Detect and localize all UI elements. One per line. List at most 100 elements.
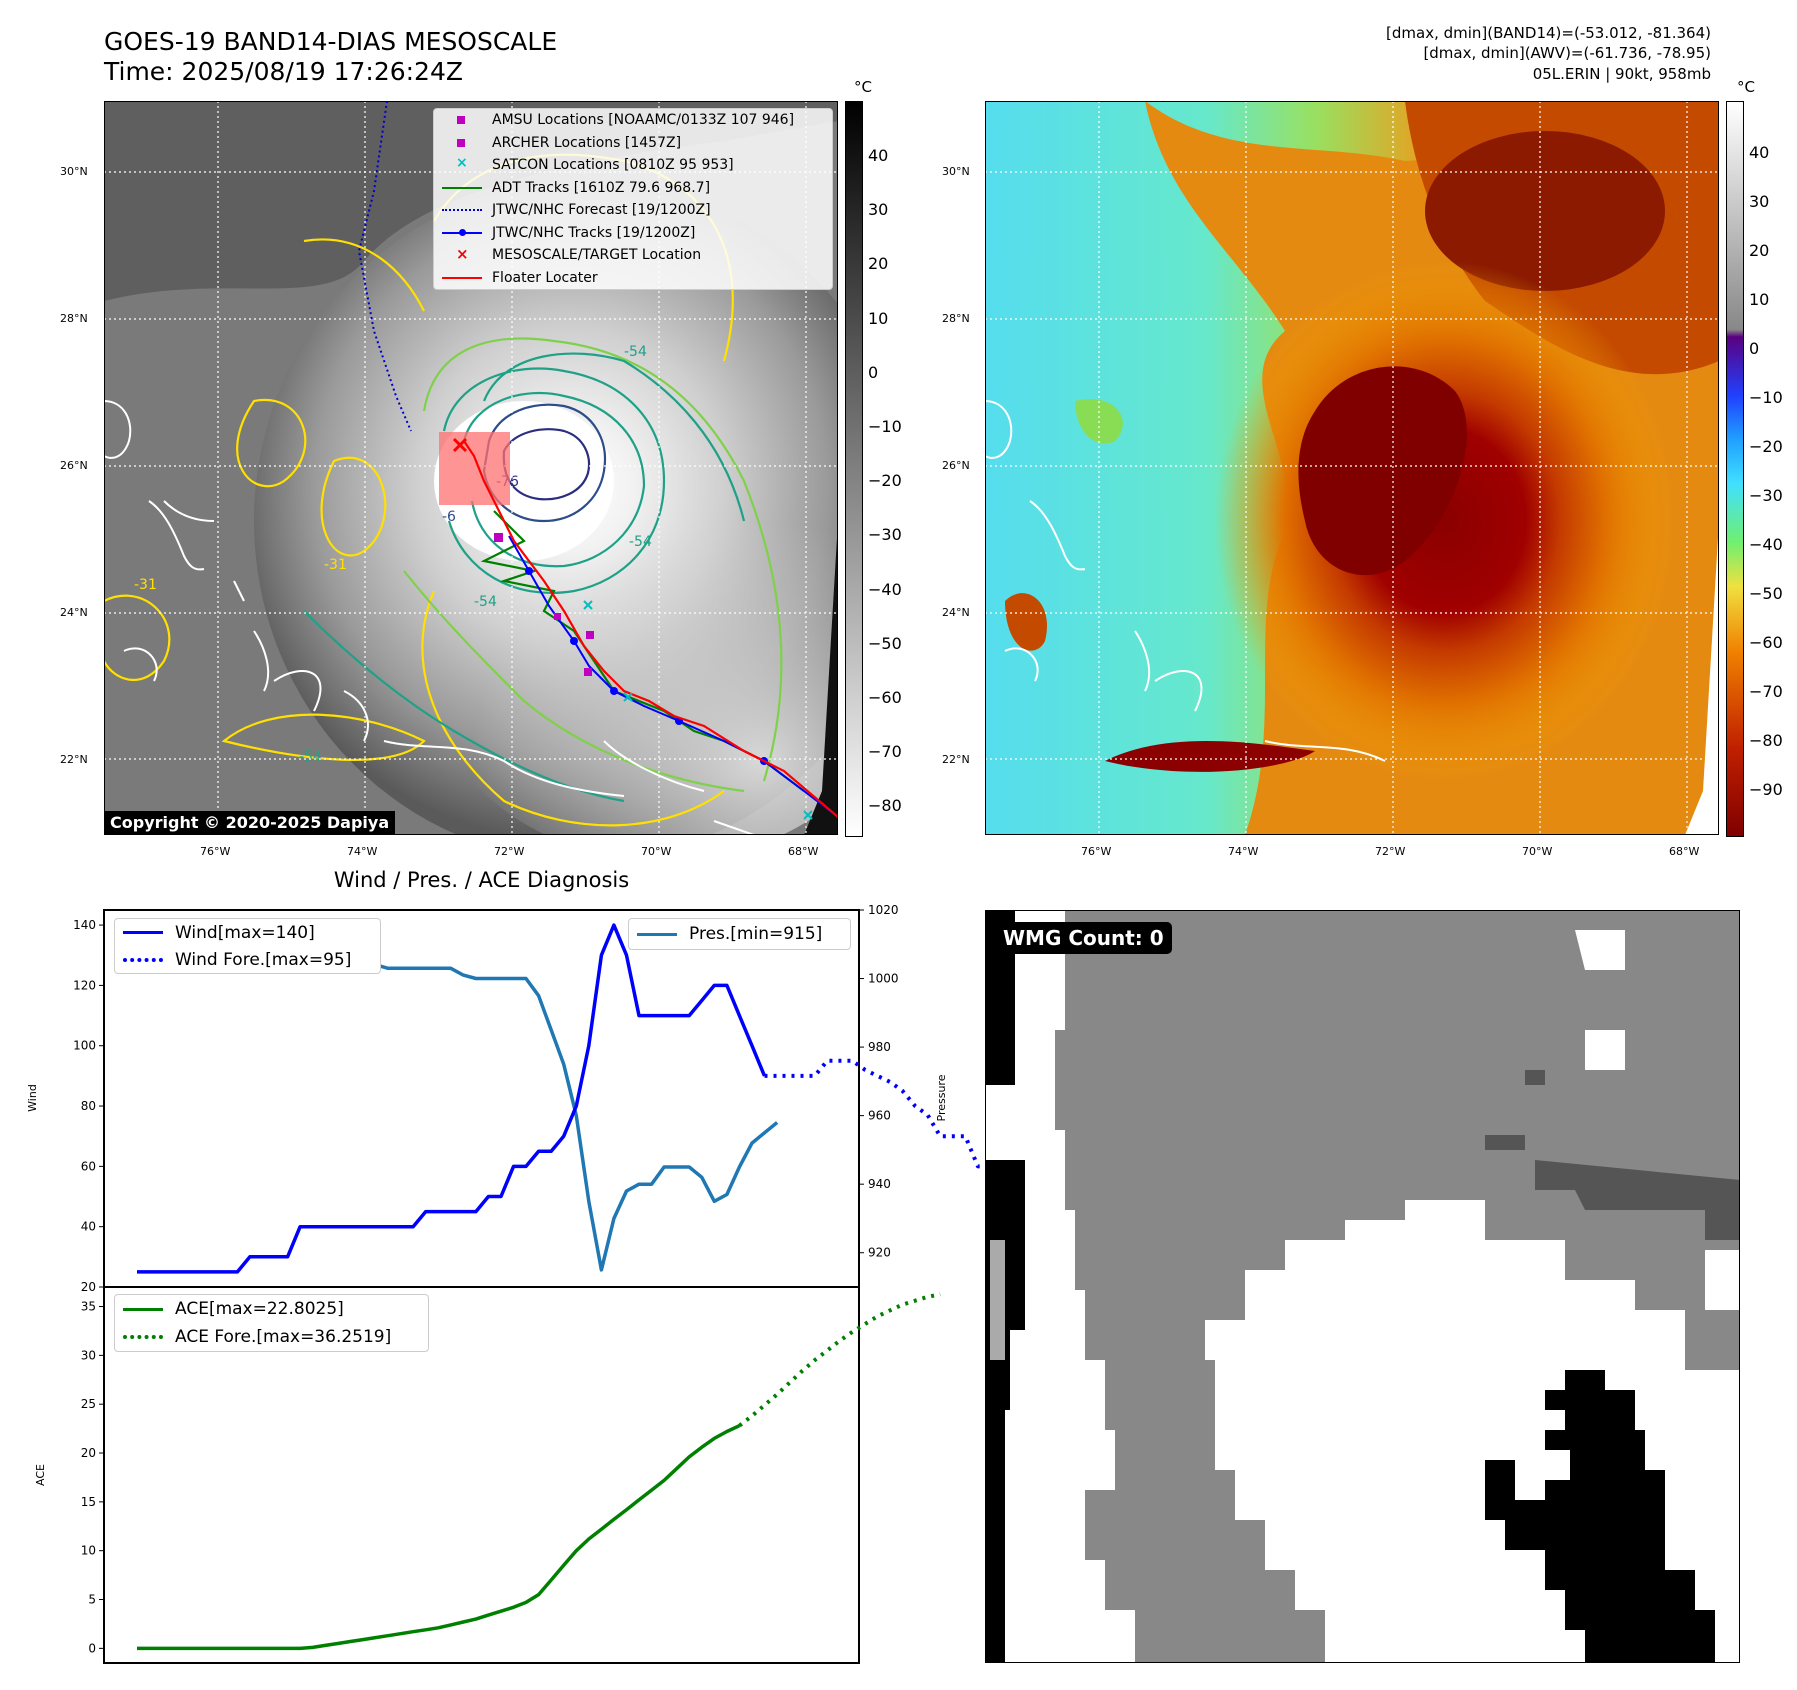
ace-tick-label: 30 [81,1348,96,1362]
legend-dotted-icon [123,1335,163,1339]
legend-label: ADT Tracks [1610Z 79.6 968.7] [492,179,711,196]
wind-ylabel: Wind [26,1084,39,1112]
lat-tick-label: 26°N [942,459,970,472]
legend-label: JTWC/NHC Tracks [19/1200Z] [492,224,696,241]
colorbar-tick-label: 30 [1749,192,1770,211]
contour-label: -31 [324,557,347,573]
lon-tick-label: 72°W [494,845,525,858]
colorbar-tick-label: 20 [1749,241,1770,260]
legend-label: JTWC/NHC Forecast [19/1200Z] [492,202,711,219]
ace-forecast-series-line [738,1292,941,1428]
right-colorbar [1726,101,1744,837]
legend-label: ARCHER Locations [1457Z] [492,134,682,151]
lat-tick-label: 22°N [942,753,970,766]
copyright-badge: Copyright © 2020-2025 Dapiya [104,811,396,834]
diagnosis-title: Wind / Pres. / ACE Diagnosis [333,868,630,892]
colorbar-tick-label: 40 [1749,143,1770,162]
colorbar-tick-label: 0 [868,362,879,382]
colorbar-unit: °C [854,78,872,96]
pressure-tick-label: 920 [868,1246,891,1260]
ace-tick-label: 20 [81,1446,96,1460]
ace-tick-label: 10 [81,1544,96,1558]
lon-tick-label: 76°W [1081,845,1112,858]
legend-item-adt: ADT Tracks [1610Z 79.6 968.7] [434,177,832,200]
legend-square-icon [442,135,482,151]
lon-tick-label: 74°W [1228,845,1259,858]
map-legend: AMSU Locations [NOAAMC/0133Z 107 946] AR… [433,108,833,290]
legend-line-icon [123,1307,163,1311]
lat-tick-label: 22°N [60,753,88,766]
lon-tick-label: 74°W [347,845,378,858]
colorbar-tick-label: −10 [1749,388,1783,407]
left-ir-map: -54 -76 -54 -31 -54 -31 -54 -6 [104,101,838,835]
legend-item-target: × MESOSCALE/TARGET Location [434,244,832,267]
wind-tick-label: 40 [81,1220,96,1234]
pressure-series-line [137,925,779,1272]
legend-label: Floater Locater [492,269,598,286]
contour-label: -31 [134,577,157,593]
wind-tick-label: 100 [73,1039,96,1053]
colorbar-tick-label: 10 [1749,290,1770,309]
colorbar-unit: °C [1737,78,1755,96]
colorbar-tick-label: −10 [868,417,902,436]
lon-tick-label: 70°W [641,845,672,858]
colorbar-tick-label: −40 [868,579,902,599]
colorbar-tick-label: −50 [1749,584,1783,603]
colorbar-tick-label: −80 [868,796,902,816]
lat-tick-label: 30°N [60,165,88,178]
legend-line-icon [442,180,482,196]
legend-item-archer: ARCHER Locations [1457Z] [434,132,832,155]
legend-dotted-icon [442,202,482,218]
legend-label: Pres.[min=915] [689,924,823,944]
legend-line-dot-icon [442,225,482,241]
wind-tick-label: 140 [73,918,96,932]
wmg-count-badge: WMG Count: 0 [995,922,1172,954]
ace-tick-label: 35 [81,1300,96,1314]
legend-label: MESOSCALE/TARGET Location [492,247,702,264]
lon-tick-label: 68°W [788,845,819,858]
colorbar-tick-label: −50 [868,633,902,653]
legend-line-icon [123,931,163,934]
pressure-tick-label: 980 [868,1040,891,1054]
colorbar-tick-label: 30 [868,200,889,220]
ace-tick-label: 15 [81,1495,96,1509]
pressure-tick-label: 940 [868,1177,891,1191]
lat-tick-label: 24°N [942,606,970,619]
colorbar-tick-label: 20 [868,254,889,274]
chart-title-line1: GOES-19 BAND14-DIAS MESOSCALE [104,27,558,56]
legend-label: AMSU Locations [NOAAMC/0133Z 107 946] [492,112,795,129]
ace-series-line [137,1424,741,1651]
pressure-tick-label: 960 [868,1109,891,1123]
colorbar-tick-label: −70 [1749,682,1783,701]
colorbar-tick-label: −90 [1749,780,1783,799]
legend-item-tracks: JTWC/NHC Tracks [19/1200Z] [434,222,832,245]
colorbar-tick-label: −40 [1749,535,1783,554]
lat-tick-label: 24°N [60,606,88,619]
wmg-panel [985,910,1740,1663]
legend-label: ACE[max=22.8025] [175,1299,344,1319]
info-awv: [dmax, dmin](AWV)=(-61.736, -78.95) [1423,44,1711,62]
lon-tick-label: 70°W [1522,845,1553,858]
wind-tick-label: 120 [73,978,96,992]
legend-x-icon: × [456,245,469,264]
wind-tick-label: 20 [81,1280,96,1294]
lat-tick-label: 30°N [942,165,970,178]
legend-label: Wind Fore.[max=95] [175,949,352,970]
contour-label: -54 [474,594,497,610]
ace-tick-label: 0 [88,1641,96,1655]
legend-label: Wind[max=140] [175,922,315,943]
legend-x-icon: × [456,155,468,172]
lat-tick-label: 28°N [942,312,970,325]
legend-item-forecast: JTWC/NHC Forecast [19/1200Z] [434,199,832,222]
lat-tick-label: 26°N [60,459,88,472]
ace-ylabel: ACE [34,1464,47,1486]
colorbar-tick-label: −70 [868,742,902,762]
colorbar-tick-label: 40 [868,146,889,165]
right-awv-map [985,101,1719,835]
lon-tick-label: 72°W [1375,845,1406,858]
colorbar-tick-label: −30 [868,525,902,545]
legend-item-amsu: AMSU Locations [NOAAMC/0133Z 107 946] [434,109,832,132]
ace-tick-label: 5 [88,1593,96,1607]
legend-square-icon [442,112,482,128]
colorbar-tick-label: −60 [868,688,902,707]
